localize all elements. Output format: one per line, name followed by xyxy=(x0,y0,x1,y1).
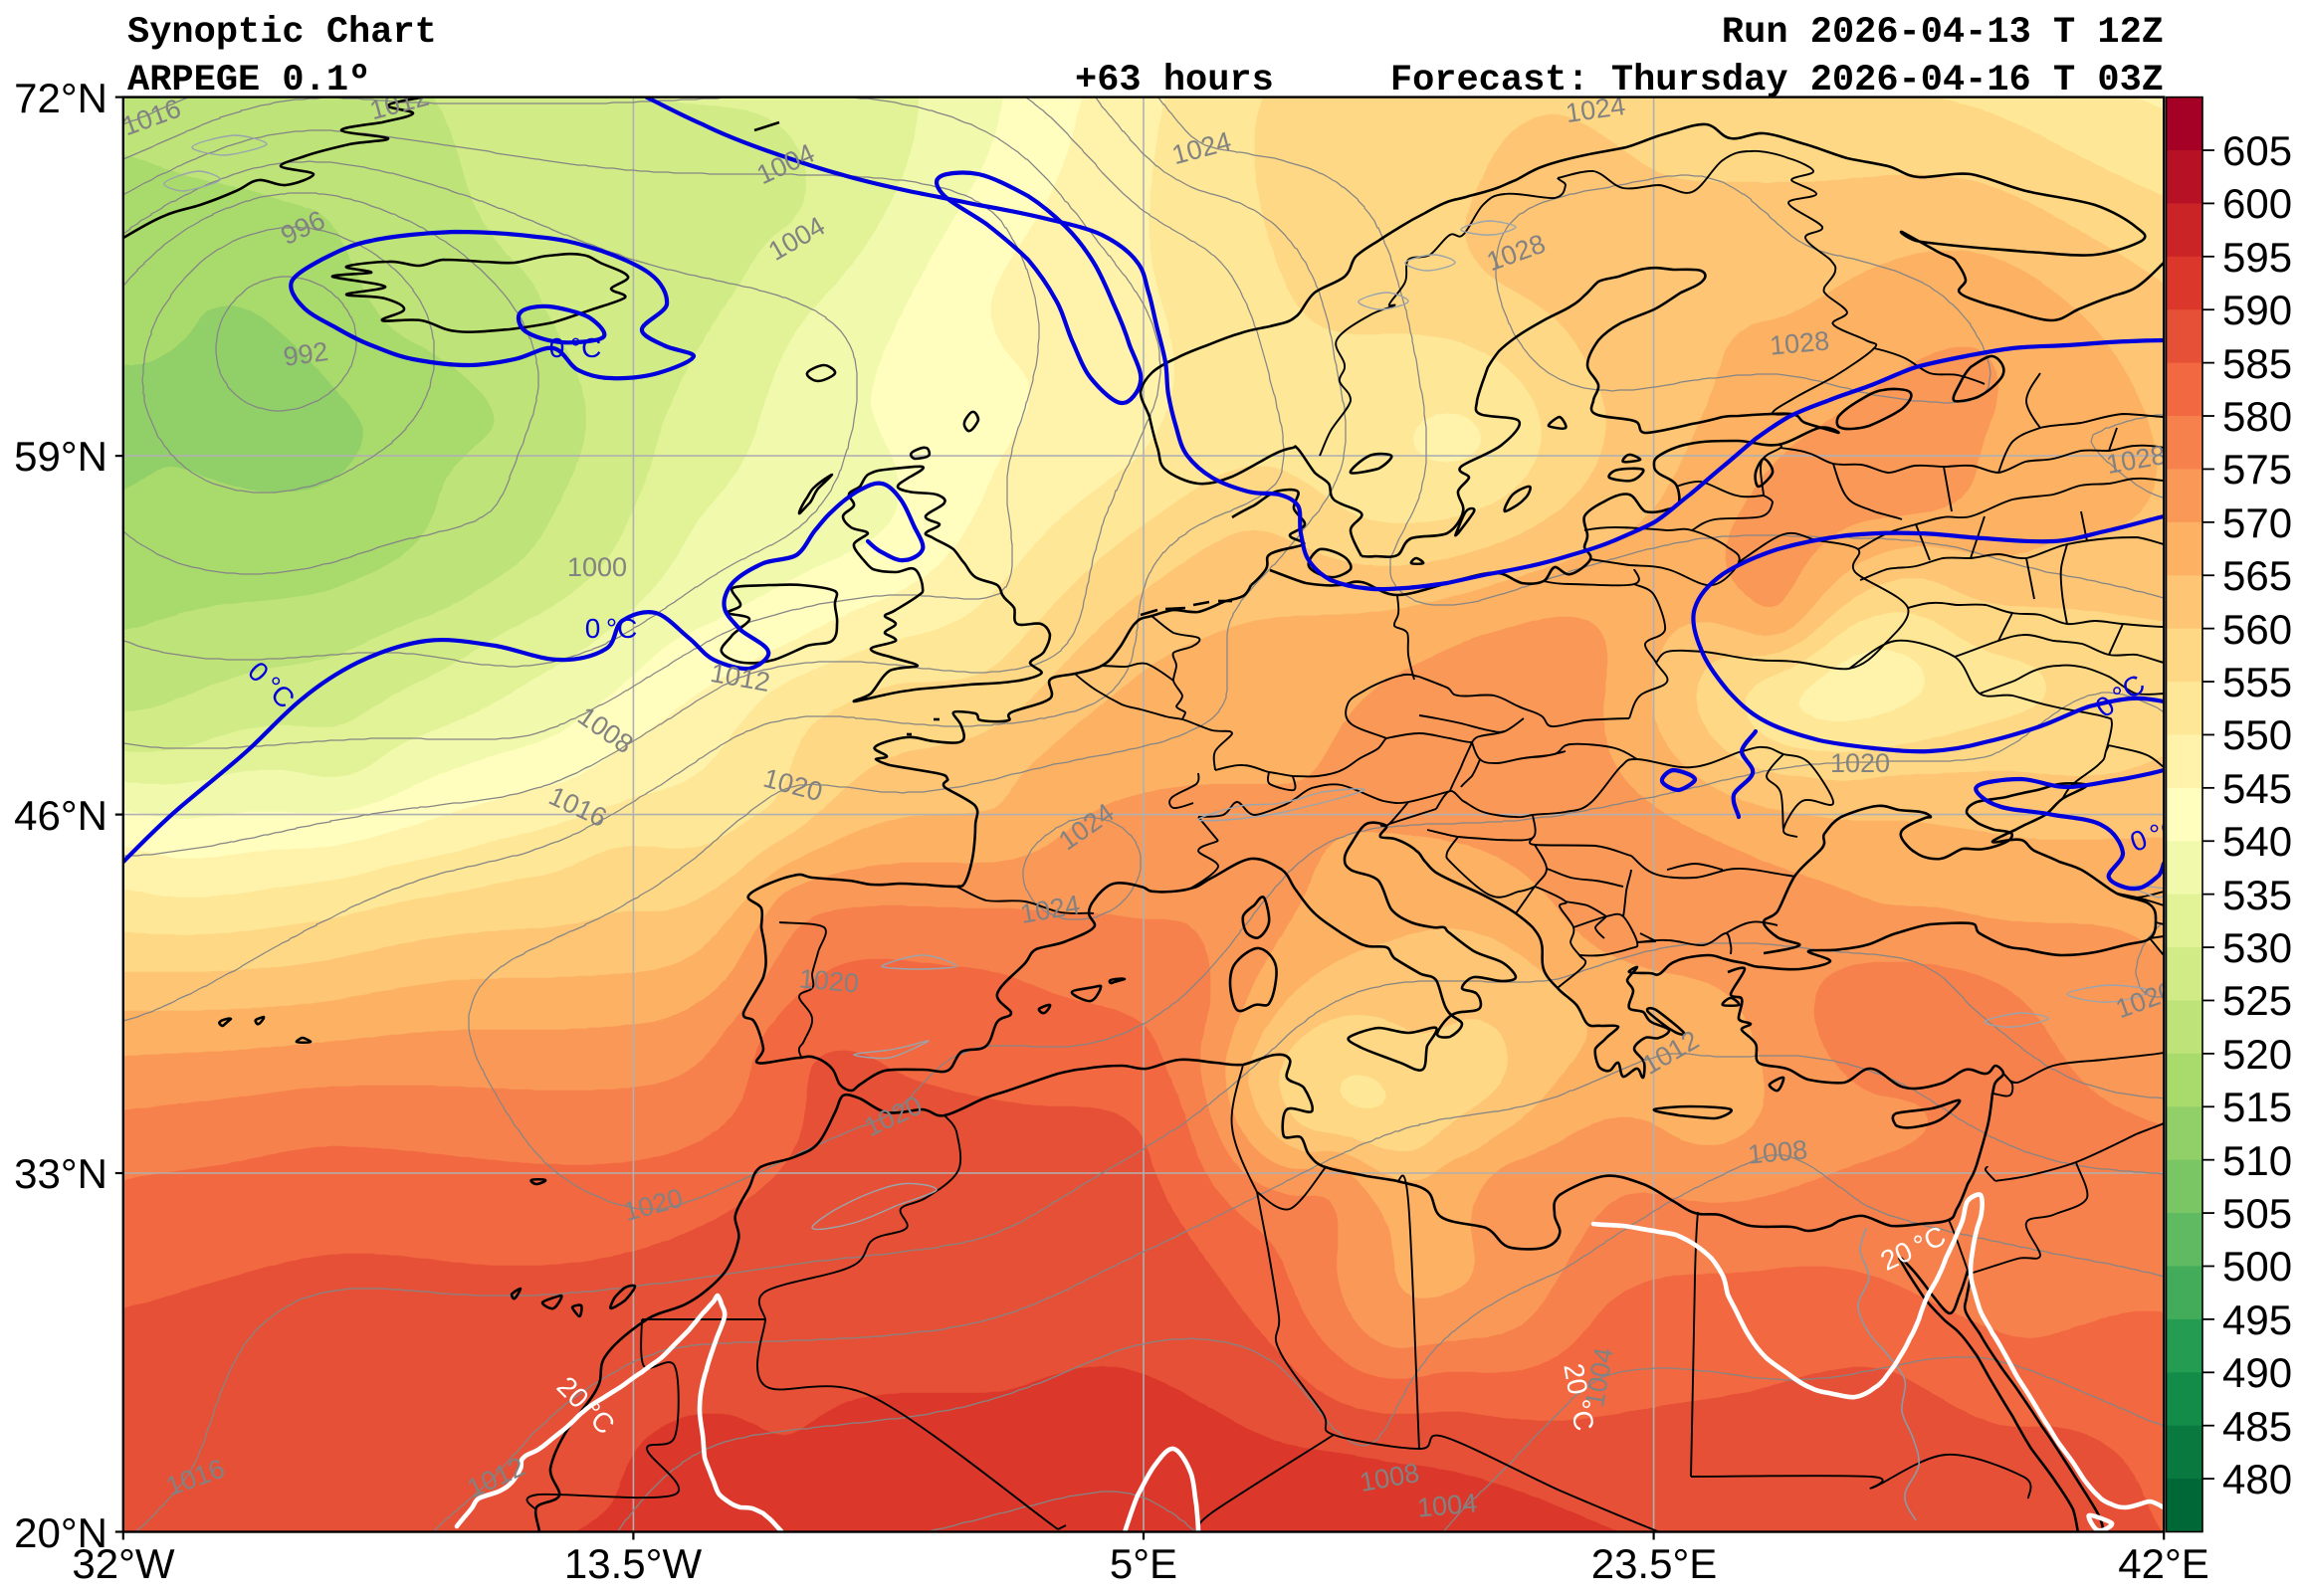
svg-text:46°N: 46°N xyxy=(14,792,107,839)
svg-text:+63 hours: +63 hours xyxy=(1075,60,1274,101)
svg-text:33°N: 33°N xyxy=(14,1150,107,1197)
svg-text:570: 570 xyxy=(2222,499,2292,546)
svg-text:525: 525 xyxy=(2222,977,2292,1024)
svg-text:Forecast: Thursday 2026-04-16: Forecast: Thursday 2026-04-16 T 03Z xyxy=(1390,60,2164,101)
svg-text:515: 515 xyxy=(2222,1084,2292,1130)
svg-text:495: 495 xyxy=(2222,1297,2292,1343)
svg-text:1004: 1004 xyxy=(1416,1488,1478,1522)
svg-text:605: 605 xyxy=(2222,127,2292,174)
svg-text:600: 600 xyxy=(2222,180,2292,227)
svg-text:565: 565 xyxy=(2222,552,2292,599)
svg-text:530: 530 xyxy=(2222,924,2292,971)
svg-text:5°E: 5°E xyxy=(1110,1540,1177,1587)
svg-text:0 °C: 0 °C xyxy=(585,613,638,644)
svg-text:555: 555 xyxy=(2222,659,2292,705)
svg-text:490: 490 xyxy=(2222,1349,2292,1396)
svg-text:590: 590 xyxy=(2222,287,2292,333)
svg-text:20°N: 20°N xyxy=(14,1509,107,1556)
svg-text:ARPEGE 0.1º: ARPEGE 0.1º xyxy=(127,60,370,101)
svg-text:560: 560 xyxy=(2222,606,2292,653)
svg-text:480: 480 xyxy=(2222,1456,2292,1502)
svg-text:1008: 1008 xyxy=(1747,1134,1808,1169)
svg-text:1000: 1000 xyxy=(567,552,627,582)
svg-text:72°N: 72°N xyxy=(14,75,107,121)
svg-text:500: 500 xyxy=(2222,1243,2292,1290)
svg-text:42°E: 42°E xyxy=(2118,1540,2209,1587)
svg-text:535: 535 xyxy=(2222,872,2292,918)
svg-text:505: 505 xyxy=(2222,1190,2292,1237)
svg-text:13.5°W: 13.5°W xyxy=(564,1540,703,1587)
svg-text:1020: 1020 xyxy=(1830,748,1890,778)
svg-text:520: 520 xyxy=(2222,1031,2292,1078)
svg-text:Run 2026-04-13 T 12Z: Run 2026-04-13 T 12Z xyxy=(1722,12,2164,54)
svg-text:540: 540 xyxy=(2222,818,2292,865)
svg-text:1020: 1020 xyxy=(798,963,860,998)
svg-text:1028: 1028 xyxy=(1769,325,1830,360)
svg-text:0 °C: 0 °C xyxy=(549,332,602,363)
svg-text:580: 580 xyxy=(2222,393,2292,440)
svg-text:545: 545 xyxy=(2222,765,2292,812)
svg-text:595: 595 xyxy=(2222,234,2292,281)
svg-text:Synoptic Chart: Synoptic Chart xyxy=(127,12,437,54)
svg-text:550: 550 xyxy=(2222,711,2292,758)
svg-text:510: 510 xyxy=(2222,1137,2292,1184)
svg-text:585: 585 xyxy=(2222,340,2292,387)
svg-text:32°W: 32°W xyxy=(72,1540,175,1587)
svg-text:992: 992 xyxy=(282,336,330,372)
svg-text:485: 485 xyxy=(2222,1403,2292,1450)
svg-text:575: 575 xyxy=(2222,446,2292,493)
svg-text:23.5°E: 23.5°E xyxy=(1591,1540,1718,1587)
svg-text:59°N: 59°N xyxy=(14,433,107,480)
